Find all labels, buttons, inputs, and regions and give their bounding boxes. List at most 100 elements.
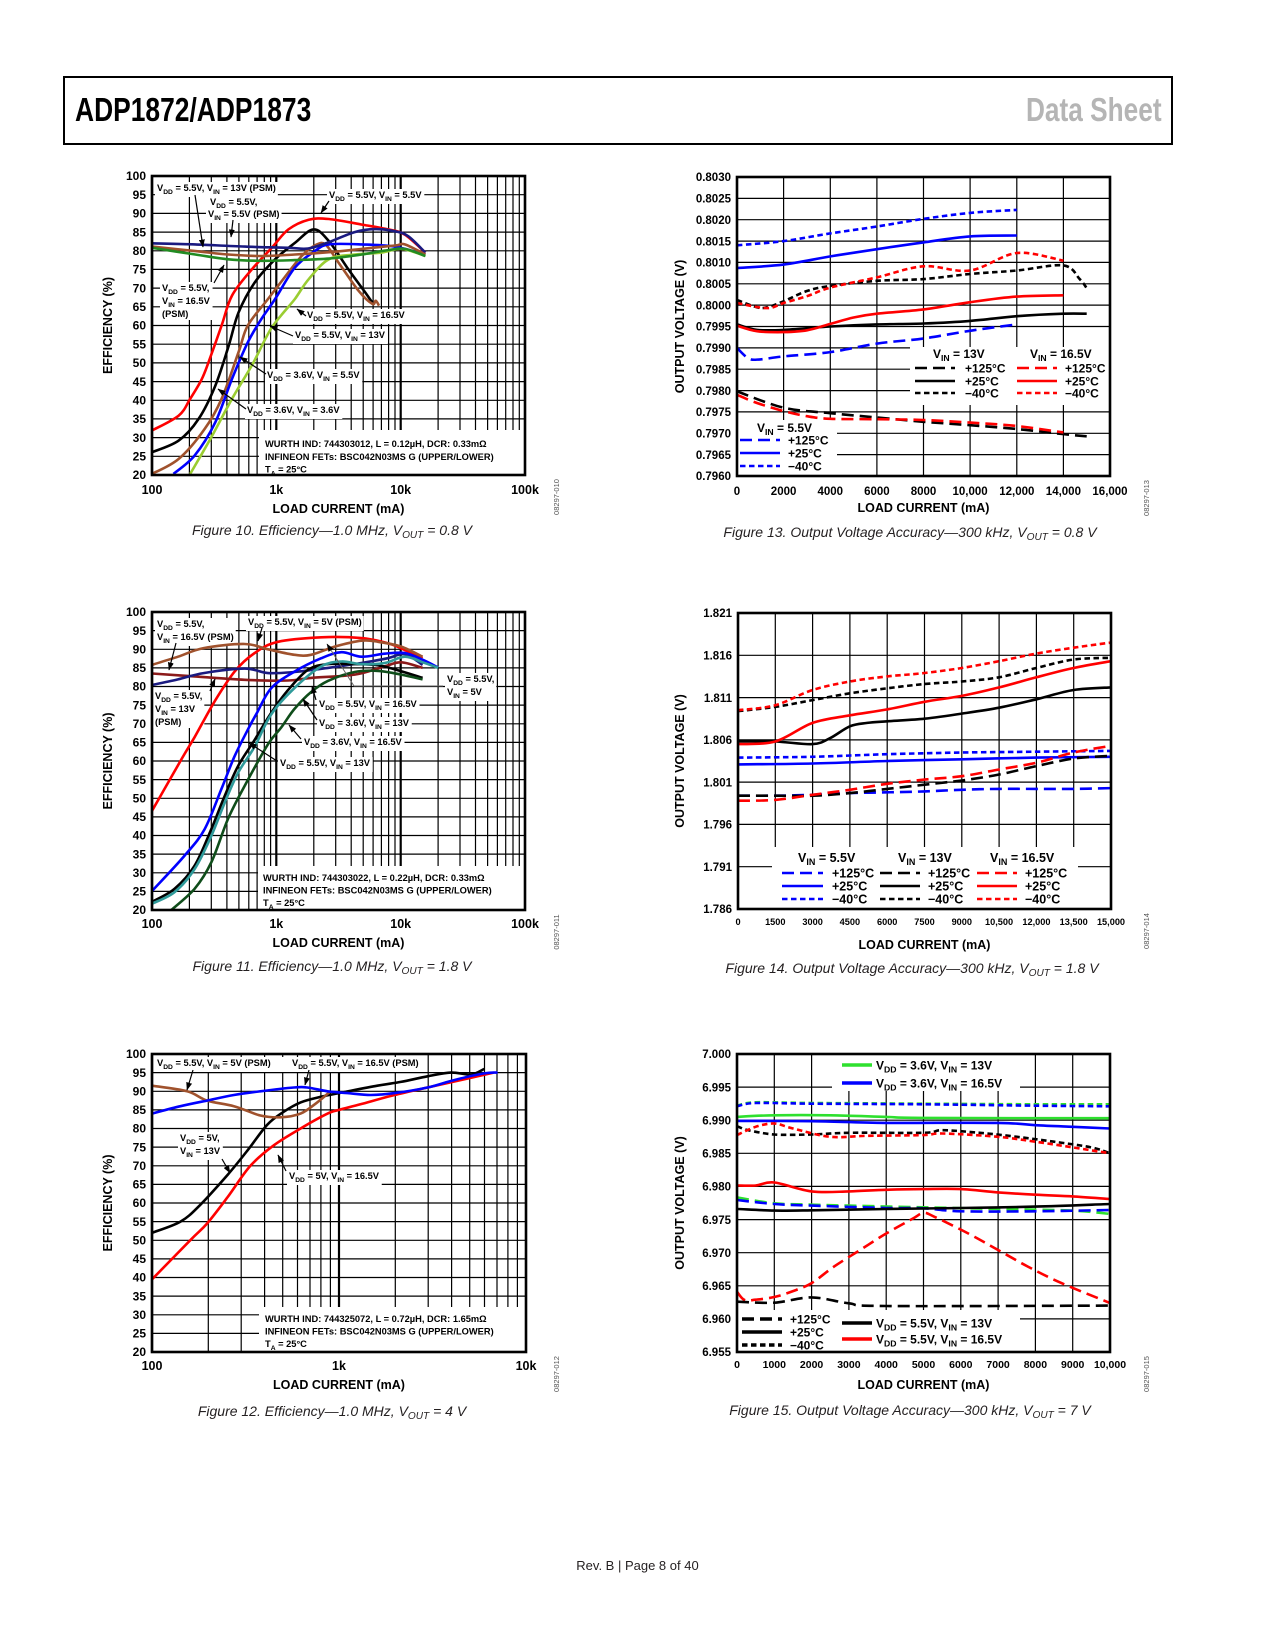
- test-conditions-note: TA = 25°C: [263, 898, 305, 911]
- axis-ticks: 20 25 30 35 40 45 50 55 60 65 70 75 80 85 90 95 100 100 1k…: [126, 169, 539, 497]
- leader-arrow: [302, 698, 318, 721]
- legend-label: +25°C: [788, 447, 822, 461]
- legend-background: [259, 1307, 526, 1352]
- leader-arrow: [311, 685, 317, 701]
- legend-group: VIN = 5.5V+125°C+25°C−40°C: [740, 421, 829, 474]
- figure-code: 08297-010: [552, 479, 561, 515]
- y-axis-title: EFFICIENCY (%): [101, 277, 115, 374]
- figure-code: 08297-012: [552, 1356, 561, 1392]
- label-backgrounds: [153, 616, 525, 910]
- y-tick-label: 65: [133, 300, 147, 314]
- y-tick-label: 1.796: [703, 820, 732, 832]
- x-tick-label: 8000: [911, 486, 937, 498]
- x-tick-label: 3000: [802, 917, 822, 927]
- annotation-label: (PSM): [162, 309, 188, 319]
- y-tick-label: 60: [133, 319, 147, 333]
- annotation-label: VDD = 5.5V, VIN = 16.5V: [307, 310, 405, 323]
- legend-label: VDD = 3.6V, VIN = 16.5V: [876, 1077, 1002, 1093]
- legend-label: VDD = 5.5V, VIN = 13V: [876, 1317, 992, 1333]
- series-line-4: [152, 650, 439, 892]
- x-tick-label: 14,000: [1046, 486, 1081, 498]
- x-tick-label: 100: [142, 1359, 163, 1373]
- y-tick-label: 0.8010: [696, 258, 731, 270]
- y-tick-label: 75: [133, 263, 147, 277]
- label-background: [155, 1057, 421, 1072]
- gridlines: [150, 611, 525, 911]
- chart-figure-10: VDD = 5.5V, VIN = 13V (PSM)VDD = 5.5V,VI…: [101, 169, 561, 541]
- product-title: ADP1872/ADP1873: [75, 91, 312, 128]
- label-background: [155, 182, 278, 197]
- y-tick-label: 95: [133, 1066, 147, 1080]
- y-tick-label: 65: [133, 1178, 147, 1192]
- plot-area-border: [735, 1052, 1112, 1354]
- legend-label: −40°C: [832, 893, 867, 907]
- legend-label: −40°C: [790, 1339, 824, 1353]
- x-tick-label: 10,000: [953, 486, 988, 498]
- annotations: VDD = 5.5V, VIN = 5V (PSM) VDD = 5.5V, VI…: [157, 1058, 494, 1352]
- legend: +125°C+25°C−40°C VDD = 3.6V, VIN = 13V VDD…: [742, 1059, 1002, 1353]
- x-axis-title: LOAD CURRENT (mA): [858, 501, 990, 515]
- y-tick-label: 100: [126, 1047, 146, 1061]
- x-tick-label: 4500: [840, 917, 860, 927]
- series-line-4: [737, 1124, 1110, 1155]
- y-tick-label: 0.7995: [696, 322, 732, 334]
- y-axis-title: OUTPUT VOLTAGE (V): [673, 1136, 687, 1270]
- series-line-2: [738, 749, 1111, 759]
- leader-arrow: [248, 742, 278, 762]
- label-background: [317, 698, 420, 713]
- legend-group: VIN = 13V+125°C+25°C−40°C: [915, 347, 1006, 401]
- y-tick-label: 20: [133, 903, 147, 917]
- y-tick-label: 0.7970: [696, 429, 731, 441]
- legend-label: +25°C: [790, 1326, 824, 1340]
- y-tick-label: 60: [133, 754, 147, 768]
- legend-label: −40°C: [1025, 893, 1060, 907]
- y-tick-label: 35: [133, 1289, 147, 1303]
- leader-arrow: [217, 388, 247, 410]
- legend-group-title: VIN = 16.5V: [990, 851, 1055, 867]
- x-tick-label: 0: [734, 486, 740, 498]
- annotation-label: VDD = 5.5V, VIN = 5V (PSM): [248, 617, 362, 630]
- label-background: [206, 196, 282, 223]
- leader-arrow: [326, 643, 443, 687]
- y-tick-label: 50: [133, 1234, 147, 1248]
- annotation-label: VIN = 16.5V (PSM): [157, 632, 234, 645]
- y-tick-label: 25: [133, 450, 147, 464]
- series-line-1: [152, 639, 424, 667]
- y-tick-label: 40: [133, 829, 147, 843]
- legend-group-title: VIN = 5.5V: [798, 851, 856, 867]
- legend-label: +25°C: [832, 880, 867, 894]
- annotation-label: VDD = 3.6V, VIN = 13V: [319, 718, 410, 731]
- y-tick-label: 90: [133, 1085, 147, 1099]
- y-tick-label: 0.8020: [696, 215, 731, 227]
- leader-arrow: [288, 724, 302, 740]
- y-tick-label: 90: [133, 643, 147, 657]
- annotation-label: VDD = 5.5V, VIN = 16.5V: [319, 699, 417, 712]
- series-line-11: [737, 1296, 1110, 1308]
- y-tick-label: 7.000: [702, 1049, 731, 1061]
- annotation-label: VDD = 5.5V,: [210, 197, 257, 210]
- y-axis-title: EFFICIENCY (%): [101, 713, 115, 810]
- series-group: [152, 1067, 498, 1281]
- label-background: [153, 690, 205, 728]
- test-conditions-note: WURTH IND: 744303022, L = 0.22µH, DCR: 0…: [263, 873, 485, 883]
- label-backgrounds: [155, 182, 525, 475]
- series-line-2: [152, 1084, 332, 1119]
- x-tick-label: 0: [735, 917, 740, 927]
- y-tick-label: 70: [133, 281, 147, 295]
- y-tick-label: 0.8025: [696, 194, 732, 206]
- legend-label: +25°C: [965, 375, 999, 389]
- chart-figure-12: VDD = 5.5V, VIN = 5V (PSM) VDD = 5.5V, VI…: [101, 1047, 561, 1422]
- series-group: [737, 1100, 1110, 1308]
- annotation-label: VDD = 5.5V, VIN = 5V (PSM): [157, 1058, 271, 1071]
- label-background: [246, 616, 364, 631]
- x-tick-label: 9000: [1061, 1359, 1085, 1371]
- legend-label: −40°C: [1065, 387, 1099, 401]
- annotation-label: VDD = 5.5V,: [157, 619, 204, 632]
- legend-background: [832, 1055, 1020, 1091]
- y-tick-label: 80: [133, 680, 147, 694]
- x-tick-label: 16,000: [1092, 486, 1127, 498]
- legend-background: [910, 347, 1109, 405]
- series-line-6: [152, 242, 426, 258]
